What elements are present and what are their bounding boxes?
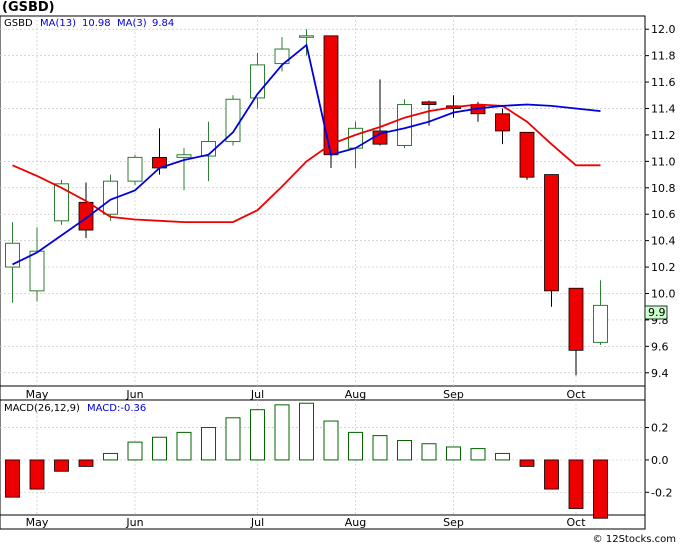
price-badge: 9.9 [648, 306, 666, 319]
candles-layer [5, 29, 608, 376]
price-ytick-label: 11.0 [651, 155, 676, 168]
candle-body-up [299, 35, 314, 38]
price-ytick-label: 12.0 [651, 23, 676, 36]
macd-bar-positive [127, 441, 143, 461]
candle-body-down [323, 35, 339, 156]
macd-bar-positive [323, 420, 339, 461]
macd-bar-positive [176, 431, 192, 461]
macd-bar-negative [519, 459, 535, 467]
price-ytick-label: 10.4 [651, 235, 676, 248]
y-ticks-layer: 12.0 11.8 11.6 11.4 11.2 11.0 10.8 10.6 10.4 10.2… [645, 23, 676, 499]
macd-ytick-label: 0.0 [651, 454, 669, 467]
macd-bar-positive [372, 435, 388, 461]
macd-bar-positive [495, 452, 510, 461]
price-ytick-label: 11.6 [651, 76, 676, 89]
candle-body-down [544, 174, 559, 292]
candle-body-up [29, 250, 45, 292]
candle-body-down [78, 201, 94, 231]
macd-bar-negative [5, 459, 20, 498]
macd-bar-negative [54, 459, 69, 472]
macd-ytick-label: -0.2 [651, 486, 672, 499]
price-ytick-label: 10.0 [651, 288, 676, 301]
price-ytick-label: 11.8 [651, 50, 676, 63]
macd-xtick-label: Sep [443, 516, 464, 529]
macd-panel-frame [0, 399, 646, 516]
macd-xtick-label: Jun [125, 516, 143, 529]
legend-macd-label: MACD(26,12,9) [4, 403, 80, 414]
candle-body-up [5, 242, 20, 268]
candle-body-down [519, 131, 535, 178]
macd-bar-positive [274, 404, 290, 461]
chart-title: (GSBD) [2, 0, 55, 15]
candle-body-up [274, 48, 290, 65]
legend-ma13-label: MA(13) [40, 18, 76, 29]
price-xtick-label: Jul [250, 388, 264, 401]
macd-bar-positive [201, 427, 216, 461]
price-ytick-label: 9.6 [651, 340, 669, 353]
macd-bar-positive [299, 402, 314, 461]
legend-ma3-value: 9.84 [152, 18, 174, 29]
x-ticks-layer: May May Jun Jun Jul Jul Aug Aug Sep Sep Oct Oct [26, 388, 587, 529]
macd-bar-positive [397, 439, 412, 461]
candle-body-up [176, 154, 192, 158]
price-badge-box [644, 305, 668, 320]
macd-bars-layer [5, 402, 608, 519]
macd-xtick-label: Oct [566, 516, 586, 529]
macd-ytick-label: 0.2 [651, 422, 669, 435]
macd-xtick-label: Aug [345, 516, 366, 529]
price-ytick-label: 10.6 [651, 208, 676, 221]
candle-body-up [127, 156, 143, 182]
legend-symbol: GSBD [4, 18, 33, 29]
credit: © 12Stocks.com [592, 534, 676, 545]
price-xtick-label: Jun [125, 388, 143, 401]
macd-bar-positive [348, 431, 363, 461]
macd-bar-positive [250, 409, 265, 461]
candle-body-up [593, 304, 608, 343]
macd-bar-positive [470, 448, 486, 461]
price-ytick-label: 9.4 [651, 367, 669, 380]
price-xtick-label: Oct [566, 388, 586, 401]
candle-body-up [397, 104, 412, 146]
price-ytick-label: 10.8 [651, 182, 676, 195]
price-ytick-label: 11.2 [651, 129, 676, 142]
candle-body-down [495, 113, 510, 132]
macd-bar-positive [225, 417, 241, 461]
legend-ma13-value: 10.98 [82, 18, 111, 29]
price-ytick-label: 11.4 [651, 103, 676, 116]
legend-ma3-label: MA(3) [117, 18, 147, 29]
macd-xtick-label: Jul [250, 516, 264, 529]
price-xtick-label: May [26, 388, 49, 401]
candle-body-up [54, 183, 69, 222]
candle-body-down [568, 287, 584, 351]
macd-xtick-label: May [26, 516, 49, 529]
macd-xaxis-strip [0, 514, 646, 530]
macd-bar-positive [446, 446, 461, 461]
macd-bar-positive [152, 436, 167, 461]
candle-body-up [225, 98, 241, 143]
ma13-line [12, 43, 601, 266]
macd-bar-negative [568, 459, 584, 509]
price-xtick-label: Aug [345, 388, 366, 401]
price-ytick-label: 10.2 [651, 261, 676, 274]
price-xaxis-strip [0, 385, 646, 401]
macd-bar-negative [593, 459, 608, 519]
price-xtick-label: Sep [443, 388, 464, 401]
macd-bar-positive [103, 452, 118, 461]
candle-body-down [421, 101, 437, 105]
macd-bar-positive [421, 443, 437, 461]
moving-averages-layer [12, 43, 601, 266]
macd-bar-negative [29, 459, 45, 490]
legend-macd-value: MACD:-0.36 [87, 403, 146, 414]
macd-bar-negative [78, 459, 94, 467]
macd-bar-negative [544, 459, 559, 490]
